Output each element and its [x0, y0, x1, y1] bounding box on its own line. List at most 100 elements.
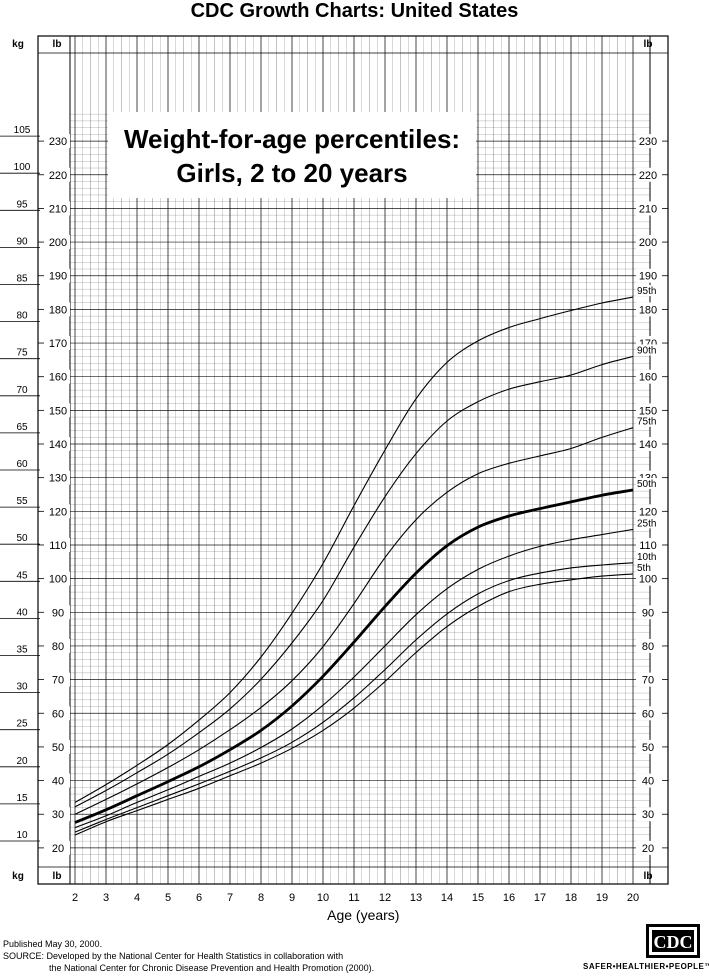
x-tick-label: 2 [72, 892, 78, 904]
x-tick-label: 4 [134, 892, 140, 904]
percentile-curve-90th [74, 355, 634, 808]
kg-tick-label: 100 [14, 162, 31, 173]
page-title: CDC Growth Charts: United States [190, 0, 519, 22]
lb-label-bg [46, 807, 70, 822]
lb-label-bg [46, 773, 70, 788]
kg-tick-label: 95 [16, 199, 28, 210]
kg-tick-label: 90 [16, 236, 28, 247]
left-unit-bottom: kg [12, 871, 24, 882]
kg-tick-label: 65 [16, 422, 28, 433]
x-tick-label: 5 [165, 892, 171, 904]
lb-label-bg [46, 167, 70, 182]
lb-tick-label-left: 150 [49, 405, 67, 417]
lb-label-bg [46, 605, 70, 620]
chart-title-box [108, 112, 476, 198]
lb-tick-label-left: 140 [49, 439, 67, 451]
lb-label-bg [636, 134, 660, 149]
lb-label-bg [46, 201, 70, 216]
curve-label-95th: 95th [637, 286, 656, 297]
lb-tick-label-right: 60 [642, 708, 654, 720]
lb-label-bg [636, 403, 660, 418]
lb-label-bg [636, 638, 660, 653]
chart-title-line2: Girls, 2 to 20 years [176, 158, 407, 188]
kg-tick-label: 25 [16, 719, 28, 730]
percentile-curve-50th [74, 488, 634, 824]
lb-tick-label-left: 100 [49, 574, 67, 586]
curve-label-5th: 5th [637, 563, 651, 574]
kg-tick-label: 20 [16, 756, 28, 767]
curve-label-90th: 90th [637, 345, 656, 356]
lb-tick-label-right: 70 [642, 675, 654, 687]
lb-tick-label-right: 50 [642, 742, 654, 754]
lb-tick-label-left: 40 [52, 776, 64, 788]
x-tick-label: 16 [503, 892, 515, 904]
lb-label-bg [46, 672, 70, 687]
lb-tick-label-right: 230 [639, 136, 657, 148]
lb-tick-label-left: 110 [49, 540, 67, 552]
kg-tick-label: 70 [16, 385, 28, 396]
curve-label-75th: 75th [637, 417, 656, 428]
percentile-curve-75th [74, 427, 634, 815]
kg-tick-label: 40 [16, 607, 28, 618]
kg-tick-label: 10 [16, 830, 28, 841]
kg-tick-label: 15 [16, 793, 28, 804]
lb-unit-bottom-left: lb [53, 871, 62, 882]
percentile-curve-10th [74, 562, 634, 833]
lb-label-bg [636, 807, 660, 822]
left-unit-top: kg [12, 39, 24, 50]
lb-tick-label-left: 30 [52, 809, 64, 821]
lb-label-bg [636, 672, 660, 687]
lb-label-bg [636, 268, 660, 283]
lb-tick-label-right: 150 [639, 405, 657, 417]
kg-tick-label: 35 [16, 645, 28, 656]
lb-label-bg [636, 302, 660, 317]
x-tick-label: 3 [103, 892, 109, 904]
x-tick-label: 15 [472, 892, 484, 904]
x-tick-label: 20 [627, 892, 639, 904]
x-tick-label: 13 [410, 892, 422, 904]
lb-label-bg [46, 268, 70, 283]
percentile-curve-25th [74, 528, 634, 829]
lb-label-bg [46, 336, 70, 351]
lb-tick-label-left: 90 [52, 607, 64, 619]
lb-tick-label-left: 180 [49, 304, 67, 316]
x-tick-label: 8 [258, 892, 264, 904]
lb-tick-label-left: 120 [49, 506, 67, 518]
lb-label-bg [636, 201, 660, 216]
lb-label-bg [636, 840, 660, 855]
curve-label-25th: 25th [637, 518, 656, 529]
curve-label-bg [636, 550, 662, 562]
lb-label-bg [636, 504, 660, 519]
lb-label-bg [46, 403, 70, 418]
x-tick-label: 12 [379, 892, 391, 904]
lb-label-bg [46, 369, 70, 384]
x-axis-title: Age (years) [327, 907, 399, 923]
curve-label-bg [636, 478, 662, 490]
cdc-logo-icon: CDC [646, 924, 700, 958]
footer-source: SOURCE: Developed by the National Center… [3, 951, 344, 961]
lb-tick-label-right: 20 [642, 843, 654, 855]
kg-tick-label: 50 [16, 533, 28, 544]
lb-unit-top-left: lb [53, 39, 62, 50]
kg-tick-label: 80 [16, 311, 28, 322]
kg-tick-label: 85 [16, 274, 28, 285]
lb-label-bg [636, 235, 660, 250]
kg-tick-label: 30 [16, 682, 28, 693]
top-band [71, 37, 649, 53]
x-tick-label: 18 [565, 892, 577, 904]
right-unit-bottom: lb [644, 871, 653, 882]
lb-tick-label-left: 70 [52, 675, 64, 687]
percentile-curve-95th [74, 296, 634, 803]
x-tick-label: 17 [534, 892, 546, 904]
lb-label-bg [46, 470, 70, 485]
curve-label-bg [636, 517, 662, 529]
tagline: SAFER•HEALTHIER•PEOPLE™ [583, 962, 709, 971]
lb-tick-label-left: 50 [52, 742, 64, 754]
lb-tick-label-right: 90 [642, 607, 654, 619]
lb-tick-label-left: 200 [49, 237, 67, 249]
lb-tick-label-left: 20 [52, 843, 64, 855]
lb-tick-label-right: 160 [639, 372, 657, 384]
x-tick-label: 14 [441, 892, 453, 904]
lb-label-bg [636, 537, 660, 552]
curve-label-10th: 10th [637, 552, 656, 563]
